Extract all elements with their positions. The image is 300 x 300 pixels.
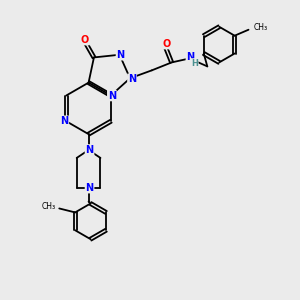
Text: O: O: [81, 34, 89, 45]
Text: N: N: [108, 91, 116, 100]
Text: N: N: [60, 116, 68, 126]
Text: N: N: [85, 145, 94, 155]
Text: CH₃: CH₃: [41, 202, 55, 211]
Text: CH₃: CH₃: [254, 23, 268, 32]
Text: N: N: [128, 74, 136, 84]
Text: N: N: [85, 183, 94, 193]
Text: H: H: [191, 59, 198, 68]
Text: N: N: [116, 50, 124, 60]
Text: O: O: [163, 39, 171, 49]
Text: N: N: [186, 52, 194, 62]
